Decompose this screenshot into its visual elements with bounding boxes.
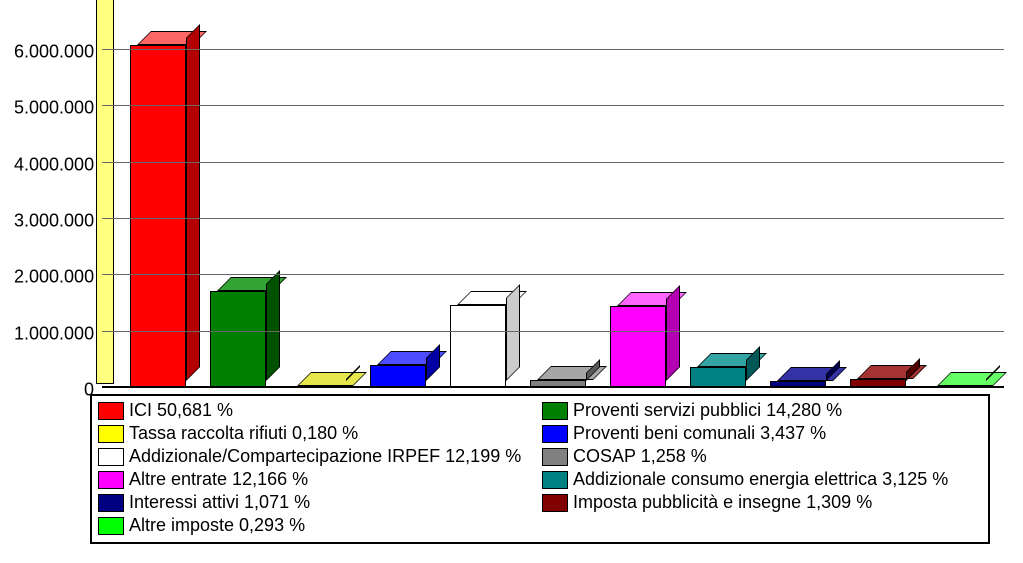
- legend-swatch: [98, 494, 124, 512]
- bar-side: [186, 24, 200, 381]
- y-axis: 01.000.0002.000.0003.000.0004.000.0005.0…: [14, 8, 102, 390]
- legend-swatch: [542, 425, 568, 443]
- plot-area: [102, 8, 1004, 388]
- bar-side: [266, 270, 280, 381]
- legend-label: Altre entrate 12,166 %: [129, 469, 308, 490]
- y-tick-label: 0: [14, 380, 94, 401]
- grid-line: [102, 218, 1004, 219]
- legend-swatch: [542, 494, 568, 512]
- legend-item: Imposta pubblicità e insegne 1,309 %: [542, 492, 982, 513]
- legend-item: Altre imposte 0,293 %: [98, 515, 538, 536]
- legend: ICI 50,681 % Proventi servizi pubblici 14…: [90, 394, 990, 544]
- y-tick-label: 6.000.000: [14, 42, 94, 63]
- grid-line: [102, 49, 1004, 50]
- legend-item: Altre entrate 12,166 %: [98, 469, 538, 490]
- legend-item: COSAP 1,258 %: [542, 446, 982, 467]
- y-tick-label: 1.000.000: [14, 323, 94, 344]
- bar-proventi_bc: [370, 351, 440, 388]
- bar-front: [370, 365, 426, 388]
- legend-label: Proventi beni comunali 3,437 %: [573, 423, 826, 444]
- legend-label: Imposta pubblicità e insegne 1,309 %: [573, 492, 872, 513]
- legend-swatch: [98, 517, 124, 535]
- grid-line: [102, 105, 1004, 106]
- chart-area: 01.000.0002.000.0003.000.0004.000.0005.0…: [14, 8, 1004, 390]
- legend-label: Tassa raccolta rifiuti 0,180 %: [129, 423, 358, 444]
- bar-side: [426, 344, 440, 381]
- legend-label: ICI 50,681 %: [129, 400, 233, 421]
- legend-item: Proventi servizi pubblici 14,280 %: [542, 400, 982, 421]
- bar-altre_entr: [610, 292, 680, 388]
- bar-front: [210, 291, 266, 388]
- x-axis-line: [102, 386, 1004, 388]
- legend-swatch: [542, 471, 568, 489]
- legend-label: Addizionale/Compartecipazione IRPEF 12,1…: [129, 446, 521, 467]
- bar-front: [690, 367, 746, 388]
- legend-label: Proventi servizi pubblici 14,280 %: [573, 400, 842, 421]
- y-tick-label: 3.000.000: [14, 211, 94, 232]
- bar-imposta_pub: [850, 365, 920, 388]
- bar-front: [130, 45, 186, 388]
- y-tick-label: 4.000.000: [14, 154, 94, 175]
- bar-side: [506, 284, 520, 381]
- legend-swatch: [98, 471, 124, 489]
- legend-item: Tassa raccolta rifiuti 0,180 %: [98, 423, 538, 444]
- legend-label: Interessi attivi 1,071 %: [129, 492, 310, 513]
- bar-top: [297, 372, 367, 386]
- bar-ici: [130, 31, 200, 388]
- legend-swatch: [98, 402, 124, 420]
- legend-swatch: [98, 448, 124, 466]
- grid-line: [102, 331, 1004, 332]
- legend-label: COSAP 1,258 %: [573, 446, 707, 467]
- legend-swatch: [542, 402, 568, 420]
- bar-proventi_sp: [210, 277, 280, 388]
- legend-swatch: [98, 425, 124, 443]
- grid-line: [102, 162, 1004, 163]
- legend-label: Altre imposte 0,293 %: [129, 515, 305, 536]
- legend-label: Addizionale consumo energia elettrica 3,…: [573, 469, 948, 490]
- y-tick-label: 5.000.000: [14, 98, 94, 119]
- legend-item: Proventi beni comunali 3,437 %: [542, 423, 982, 444]
- bar-top: [937, 372, 1007, 386]
- bar-irpef: [450, 291, 520, 388]
- legend-item: ICI 50,681 %: [98, 400, 538, 421]
- bar-side: [666, 285, 680, 381]
- bar-front: [610, 306, 666, 388]
- bar-cosap: [530, 366, 600, 388]
- bar-interessi: [770, 367, 840, 388]
- bar-front: [450, 305, 506, 388]
- bar-add_energia: [690, 353, 760, 388]
- legend-item: Addizionale consumo energia elettrica 3,…: [542, 469, 982, 490]
- bar-side: [746, 346, 760, 381]
- grid-line: [102, 274, 1004, 275]
- legend-item: Interessi attivi 1,071 %: [98, 492, 538, 513]
- y-tick-label: 2.000.000: [14, 267, 94, 288]
- legend-swatch: [542, 448, 568, 466]
- legend-item: Addizionale/Compartecipazione IRPEF 12,1…: [98, 446, 538, 467]
